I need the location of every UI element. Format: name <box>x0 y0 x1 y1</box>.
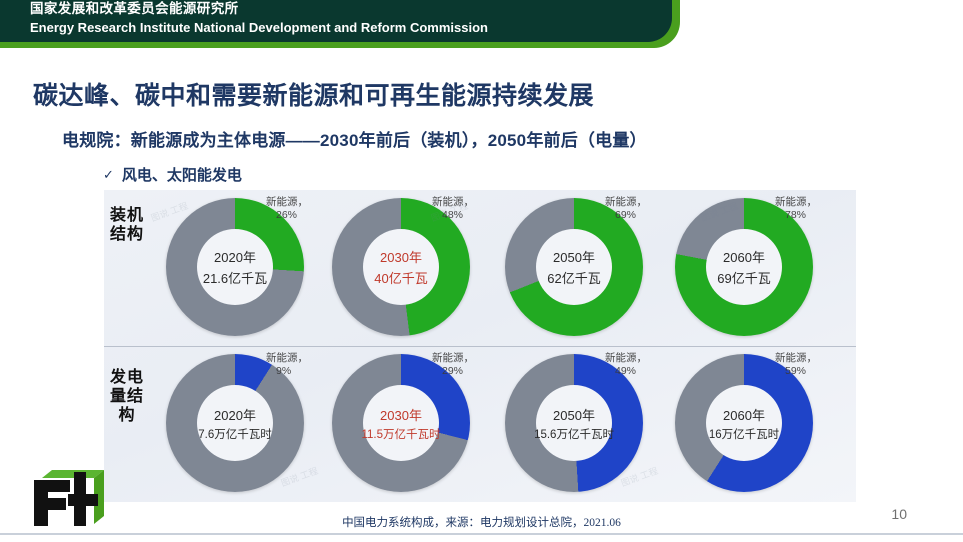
donut-value: 40亿千瓦 <box>374 271 428 286</box>
donut-ring: 2030年 11.5万亿千瓦时 <box>332 354 470 492</box>
donut-value: 62亿千瓦 <box>547 271 601 286</box>
donut-chart-panel: 装机结构 发电量结构 2020年 21.6亿千瓦 新能源， 26% 2030年 … <box>104 190 856 502</box>
page-number: 10 <box>891 506 907 522</box>
slide-header: 国家发展和改革委员会能源研究所 Energy Research Institut… <box>0 0 700 54</box>
series-percent: 59% <box>785 365 807 377</box>
donut-callout: 新能源， 49% <box>605 352 647 378</box>
donut-ring: 2060年 16万亿千瓦时 <box>675 354 813 492</box>
series-label: 新能源， <box>605 352 647 364</box>
donut-chart: 2020年 21.6亿千瓦 新能源， 26% <box>162 190 322 346</box>
series-label: 新能源， <box>432 196 474 208</box>
donut-year: 2030年 <box>380 250 422 265</box>
donut-center-label: 2020年 21.6亿千瓦 <box>197 229 273 305</box>
bullet-item: ✓ 风电、太阳能发电 <box>103 164 242 185</box>
donut-row-capacity: 2020年 21.6亿千瓦 新能源， 26% 2030年 40亿千瓦 新能源， … <box>156 190 856 346</box>
donut-year: 2030年 <box>380 407 422 423</box>
donut-callout: 新能源， 69% <box>605 196 647 222</box>
donut-center-label: 2030年 11.5万亿千瓦时 <box>361 385 441 461</box>
donut-callout: 新能源， 48% <box>432 196 474 222</box>
donut-chart: 2050年 15.6万亿千瓦时 新能源， 49% <box>501 346 661 502</box>
donut-chart: 2020年 7.6万亿千瓦时 新能源， 9% <box>162 346 322 502</box>
donut-value: 11.5万亿千瓦时 <box>361 428 441 441</box>
donut-ring: 2030年 40亿千瓦 <box>332 198 470 336</box>
series-percent: 26% <box>276 209 298 221</box>
series-label: 新能源， <box>775 352 817 364</box>
donut-year: 2060年 <box>723 250 765 265</box>
row-label-capacity: 装机结构 <box>110 207 145 243</box>
donut-value: 7.6万亿千瓦时 <box>198 428 272 441</box>
donut-year: 2050年 <box>553 250 595 265</box>
donut-center-label: 2050年 15.6万亿千瓦时 <box>534 385 614 461</box>
donut-ring: 2060年 69亿千瓦 <box>675 198 813 336</box>
header-bar: 国家发展和改革委员会能源研究所 Energy Research Institut… <box>0 0 672 42</box>
series-label: 新能源， <box>266 196 308 208</box>
donut-year: 2060年 <box>723 407 765 423</box>
donut-center-label: 2060年 16万亿千瓦时 <box>706 385 782 461</box>
series-percent: 48% <box>442 209 464 221</box>
donut-ring: 2050年 15.6万亿千瓦时 <box>505 354 643 492</box>
series-label: 新能源， <box>266 352 308 364</box>
source-caption: 中国电力系统构成，来源：电力规划设计总院，2021.06 <box>342 517 621 529</box>
donut-center-label: 2020年 7.6万亿千瓦时 <box>197 385 273 461</box>
donut-ring: 2020年 7.6万亿千瓦时 <box>166 354 304 492</box>
donut-value: 16万亿千瓦时 <box>708 428 780 441</box>
donut-chart: 2030年 40亿千瓦 新能源， 48% <box>328 190 488 346</box>
bullet-item-label: 风电、太阳能发电 <box>121 167 242 184</box>
series-label: 新能源， <box>605 196 647 208</box>
series-label: 新能源， <box>775 196 817 208</box>
series-percent: 29% <box>442 365 464 377</box>
organization-name-en: Energy Research Institute National Devel… <box>30 20 488 35</box>
donut-center-label: 2030年 40亿千瓦 <box>363 229 439 305</box>
donut-chart: 2050年 62亿千瓦 新能源， 69% <box>501 190 661 346</box>
donut-chart: 2060年 69亿千瓦 新能源， 78% <box>671 190 831 346</box>
donut-year: 2050年 <box>553 407 595 423</box>
organization-name-cn: 国家发展和改革委员会能源研究所 <box>30 1 239 16</box>
series-percent: 9% <box>276 365 292 377</box>
donut-year: 2020年 <box>214 407 256 423</box>
footer-divider <box>0 533 963 535</box>
row-divider <box>104 346 856 347</box>
donut-callout: 新能源， 59% <box>775 352 817 378</box>
donut-value: 21.6亿千瓦 <box>202 271 268 286</box>
donut-value: 15.6万亿千瓦时 <box>534 428 614 441</box>
donut-callout: 新能源， 26% <box>266 196 308 222</box>
donut-row-generation: 2020年 7.6万亿千瓦时 新能源， 9% 2030年 11.5万亿千瓦时 新… <box>156 346 856 502</box>
page-subtitle: 电规院：新能源成为主体电源——2030年前后（装机），2050年前后（电量） <box>62 131 647 150</box>
series-percent: 69% <box>615 209 637 221</box>
donut-chart: 2030年 11.5万亿千瓦时 新能源， 29% <box>328 346 488 502</box>
donut-year: 2020年 <box>214 250 256 265</box>
institute-logo-icon <box>24 468 112 534</box>
series-label: 新能源， <box>432 352 474 364</box>
donut-callout: 新能源， 29% <box>432 352 474 378</box>
check-icon: ✓ <box>103 166 114 182</box>
donut-callout: 新能源， 78% <box>775 196 817 222</box>
donut-chart: 2060年 16万亿千瓦时 新能源， 59% <box>671 346 831 502</box>
donut-ring: 2050年 62亿千瓦 <box>505 198 643 336</box>
row-label-generation: 发电量结构 <box>110 369 145 424</box>
page-title: 碳达峰、碳中和需要新能源和可再生能源持续发展 <box>33 82 595 110</box>
donut-center-label: 2060年 69亿千瓦 <box>706 229 782 305</box>
donut-value: 69亿千瓦 <box>717 271 771 286</box>
series-percent: 78% <box>785 209 807 221</box>
donut-callout: 新能源， 9% <box>266 352 308 378</box>
donut-center-label: 2050年 62亿千瓦 <box>536 229 612 305</box>
series-percent: 49% <box>615 365 637 377</box>
donut-ring: 2020年 21.6亿千瓦 <box>166 198 304 336</box>
